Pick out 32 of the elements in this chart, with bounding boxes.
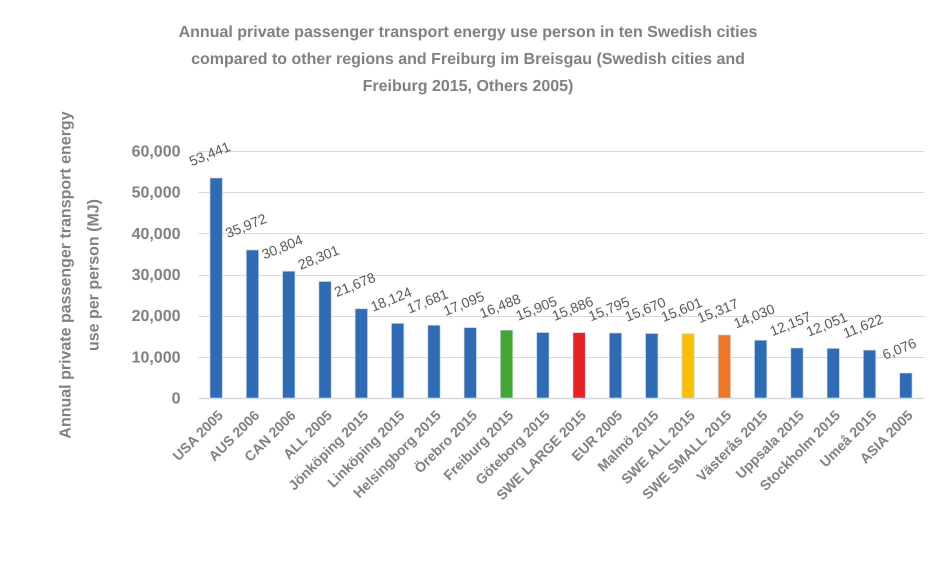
y-tick-label: 50,000 [132,184,181,202]
bar [282,270,296,398]
y-tick-label: 30,000 [132,267,181,284]
bar [862,350,876,398]
data-label: 35,972 [223,210,269,242]
y-tick-label: 40,000 [132,226,181,243]
chart-title: Annual private passenger transport energy use person in ten Swedish cities compared to other regions and Freiburg im Breisgau (Swedish cities and Freiburg 2015, Others 2005) [178,24,758,95]
bar [826,348,840,398]
bar [754,340,768,398]
bar [246,250,260,398]
bar [718,334,731,398]
data-label: 6,076 [880,334,919,363]
bar [608,332,622,398]
bar [790,348,804,398]
bar [391,322,404,398]
bar [318,281,332,398]
y-axis-title: Annual private passenger transport energy use per person (MJ) [58,111,102,439]
bar [572,332,586,398]
bar [681,333,695,398]
bar [427,324,441,398]
bar [464,327,477,398]
y-tick-label: 60,000 [132,144,181,160]
y-tick-label: 0 [172,390,181,408]
data-label: 53,441 [186,138,233,170]
y-tick-label: 20,000 [132,308,181,326]
bar [500,330,514,398]
y-tick-label: 10,000 [132,349,181,366]
bar [536,332,550,398]
bar [210,178,223,398]
bar [645,333,658,398]
bar [899,372,912,398]
bar [354,308,368,398]
